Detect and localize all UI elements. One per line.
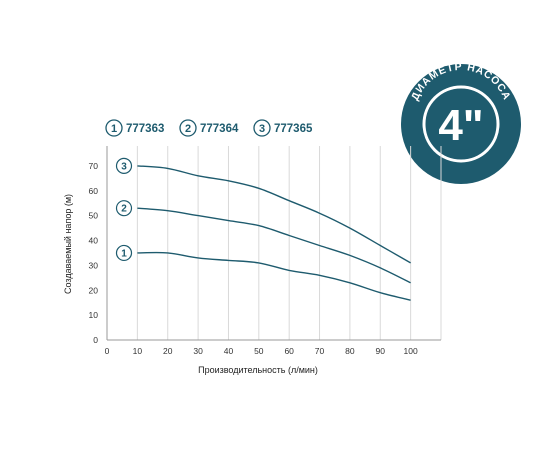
- x-axis-title: Производительность (л/мин): [198, 365, 318, 375]
- x-tick-label: 60: [284, 346, 294, 356]
- legend-series-name: 777363: [126, 123, 164, 135]
- y-tick-label: 50: [89, 211, 99, 221]
- badge-ring: [422, 85, 500, 163]
- series-line-777364: [137, 207, 411, 284]
- series-marker-number: 3: [121, 161, 127, 172]
- series-line-777365: [137, 165, 411, 264]
- grid: [136, 146, 442, 340]
- x-tick-label: 90: [376, 346, 386, 356]
- series-line-777363: [137, 251, 411, 301]
- x-tick-label: 20: [163, 346, 173, 356]
- legend-item-1: 1 777363: [105, 119, 164, 137]
- y-tick-label: 0: [93, 335, 98, 345]
- legend-marker-circle: [253, 119, 271, 137]
- series-lines: [137, 165, 411, 301]
- y-tick-label: 30: [89, 260, 99, 270]
- tick-labels: 0 10 20 30 40 50 60 70 80 90 100 0 10 20 30 40 50 60 70: [89, 161, 418, 356]
- series-marker-number: 2: [121, 204, 127, 215]
- series-markers: 1 2 3: [115, 157, 133, 262]
- x-tick-label: 30: [193, 346, 203, 356]
- legend-item-2: 2 777364: [179, 119, 239, 137]
- y-tick-label: 20: [89, 285, 99, 295]
- x-tick-label: 40: [224, 346, 234, 356]
- axes: [106, 146, 441, 341]
- y-tick-label: 10: [89, 310, 99, 320]
- badge-outer-circle: [401, 64, 521, 184]
- x-tick-label: 80: [345, 346, 355, 356]
- legend-marker-number: 3: [259, 123, 265, 135]
- series-marker-circle: [115, 200, 133, 217]
- series-marker-number: 1: [121, 248, 127, 259]
- y-axis-title: Создаваемый напор (м): [63, 194, 73, 294]
- legend-marker-number: 2: [185, 123, 191, 135]
- x-tick-label: 50: [254, 346, 264, 356]
- x-tick-label: 0: [105, 346, 110, 356]
- legend-item-3: 3 777365: [253, 119, 313, 137]
- y-tick-label: 70: [89, 161, 99, 171]
- pump-diameter-badge: ДИАМЕТР НАСОСА 4": [401, 61, 521, 184]
- legend-series-name: 777364: [200, 123, 239, 135]
- legend-marker-number: 1: [111, 123, 117, 135]
- y-tick-label: 60: [89, 186, 99, 196]
- series-marker-circle: [115, 157, 133, 174]
- x-tick-label: 100: [404, 346, 418, 356]
- series-marker-circle: [115, 244, 133, 262]
- y-tick-label: 40: [89, 236, 99, 246]
- badge-size-label: 4": [438, 101, 483, 150]
- legend-series-name: 777365: [274, 123, 313, 135]
- x-tick-label: 70: [315, 346, 325, 356]
- x-tick-label: 10: [133, 346, 143, 356]
- legend-marker-circle: [179, 119, 197, 137]
- legend: 1 777363 2 777364 3 777365: [105, 119, 313, 137]
- legend-marker-circle: [105, 119, 123, 137]
